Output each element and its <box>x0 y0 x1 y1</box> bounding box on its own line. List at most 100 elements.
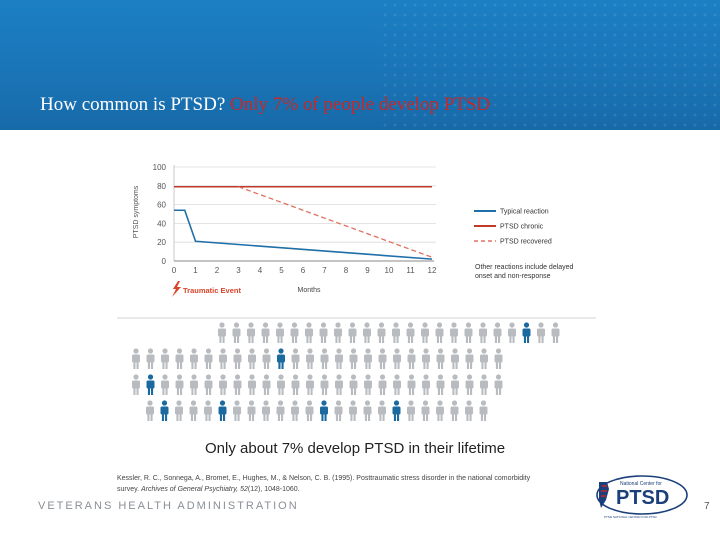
person-icon <box>204 374 213 395</box>
person-icon <box>393 348 401 369</box>
person-icon <box>480 348 488 369</box>
person-icon <box>305 322 313 343</box>
person-icon <box>407 400 415 421</box>
person-icon <box>335 348 343 369</box>
person-icon <box>319 322 328 343</box>
y-tick-labels: 0 20 40 60 80 100 <box>153 163 167 266</box>
slide-title: How common is PTSD? Only 7% of people de… <box>40 94 490 116</box>
legend-label-chronic: PTSD chronic <box>500 224 544 231</box>
person-icon <box>146 348 155 369</box>
person-icon <box>320 374 329 395</box>
x-tick-label: 11 <box>406 266 415 275</box>
person-icon <box>161 348 169 369</box>
person-icon-ptsd <box>522 322 531 343</box>
person-icon <box>436 348 445 369</box>
person-icon <box>364 348 372 369</box>
person-icon <box>407 348 416 369</box>
x-tick-label: 10 <box>385 266 394 275</box>
person-icon <box>291 374 300 395</box>
person-icon <box>450 400 459 421</box>
series-line-ptsd-recovered <box>238 186 433 258</box>
person-icon <box>464 322 473 343</box>
person-icon <box>262 400 270 421</box>
banner-pattern <box>380 0 720 130</box>
x-tick-label: 7 <box>322 266 327 275</box>
x-tick-label: 6 <box>301 266 306 275</box>
y-grid <box>173 165 436 261</box>
person-icon <box>465 400 473 421</box>
person-icon <box>465 348 474 369</box>
legend-label-typical: Typical reaction <box>500 209 549 216</box>
person-icon <box>189 400 198 421</box>
page-number: 7 <box>704 501 710 512</box>
person-icon <box>421 400 430 421</box>
person-icon <box>306 348 314 369</box>
person-icon <box>218 322 226 343</box>
person-icon <box>393 374 401 395</box>
person-icon <box>291 348 300 369</box>
y-tick-label: 80 <box>157 182 166 191</box>
person-icon <box>465 374 474 395</box>
person-icon <box>132 374 140 395</box>
person-icon <box>480 374 488 395</box>
national-center-ptsd-logo: National Center for PTSD PTSD NATIONAL C… <box>590 472 690 522</box>
person-icon <box>407 374 416 395</box>
x-tick-label: 2 <box>215 266 220 275</box>
x-axis-label: Months <box>298 287 321 294</box>
person-icon <box>494 374 503 395</box>
person-icon <box>551 322 560 343</box>
logo-main-text: PTSD <box>616 487 669 509</box>
person-icon <box>422 348 430 369</box>
y-tick-label: 40 <box>157 219 166 228</box>
person-icon <box>435 322 444 343</box>
person-icon <box>508 322 516 343</box>
person-icon <box>291 400 299 421</box>
person-icon <box>276 322 284 343</box>
y-tick-label: 0 <box>162 257 167 266</box>
person-icon <box>450 322 458 343</box>
person-icon-ptsd <box>218 400 227 421</box>
person-icon <box>190 374 198 395</box>
person-icon <box>262 348 271 369</box>
person-icon <box>219 374 227 395</box>
person-icon <box>378 348 387 369</box>
person-icon <box>175 400 183 421</box>
person-icon <box>421 322 429 343</box>
citation-journal: Archives of General Psychiatry, 52 <box>140 486 248 493</box>
person-icon <box>349 348 358 369</box>
person-icon <box>233 400 241 421</box>
person-icon <box>290 322 299 343</box>
person-icon <box>232 322 241 343</box>
person-icon <box>161 374 169 395</box>
person-icon <box>277 374 285 395</box>
person-icon <box>146 400 154 421</box>
y-tick-label: 60 <box>157 201 166 210</box>
person-icon <box>335 374 343 395</box>
citation: Kessler, R. C., Sonnega, A., Bromet, E.,… <box>117 475 532 493</box>
person-icon <box>132 348 140 369</box>
person-icon <box>363 322 371 343</box>
person-icon <box>306 374 314 395</box>
person-icon <box>436 400 444 421</box>
person-icon <box>363 400 372 421</box>
person-icon <box>422 374 430 395</box>
x-tick-label: 3 <box>236 266 241 275</box>
x-tick-label: 4 <box>258 266 263 275</box>
person-icon <box>334 322 342 343</box>
logo-emblem-icon <box>599 482 609 508</box>
person-icon <box>248 374 256 395</box>
person-icon <box>493 322 502 343</box>
series-lines <box>174 185 433 260</box>
citation-issue: (12), 1048-1060. <box>248 486 300 493</box>
legend-note: Other reactions include delayed onset an… <box>475 264 575 280</box>
traumatic-event-label: Traumatic Event <box>183 286 241 295</box>
person-icon <box>175 348 184 369</box>
person-icon <box>247 322 255 343</box>
citation-line-1: Kessler, R. C., Sonnega, A., Bromet, E.,… <box>117 475 531 482</box>
x-tick-labels: 0 1 2 3 4 5 6 7 8 9 10 11 12 <box>172 266 437 275</box>
citation-line-2: survey. Archives of General Psychiatry, … <box>117 486 300 493</box>
person-icon <box>537 322 545 343</box>
person-icon <box>377 322 386 343</box>
person-icon <box>261 322 270 343</box>
